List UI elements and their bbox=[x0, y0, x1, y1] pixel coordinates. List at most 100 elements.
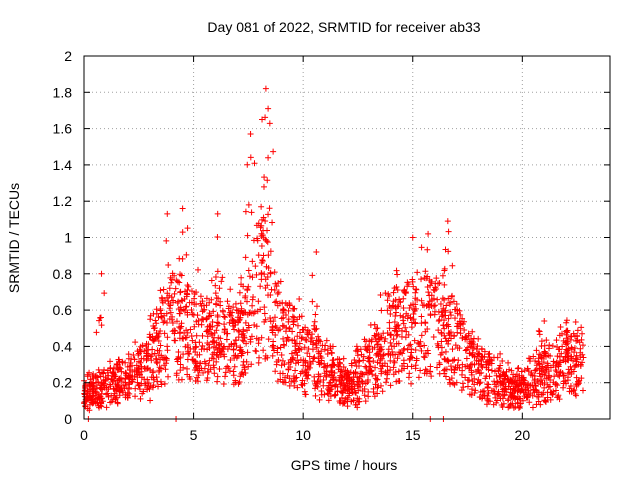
data-point bbox=[318, 357, 325, 364]
data-point bbox=[224, 346, 231, 353]
data-point bbox=[184, 371, 191, 378]
data-point bbox=[425, 230, 432, 237]
data-point bbox=[180, 364, 187, 371]
data-point bbox=[183, 334, 190, 341]
data-point bbox=[290, 318, 297, 325]
data-point bbox=[281, 361, 288, 368]
data-point bbox=[372, 364, 379, 371]
data-point bbox=[351, 356, 358, 363]
data-point bbox=[317, 353, 324, 360]
data-point bbox=[260, 183, 267, 190]
data-point bbox=[272, 332, 279, 339]
data-point bbox=[199, 342, 206, 349]
y-tick-label: 0.2 bbox=[53, 375, 73, 391]
data-point bbox=[166, 316, 173, 323]
data-point bbox=[444, 357, 451, 364]
data-point bbox=[428, 278, 435, 285]
data-point bbox=[118, 368, 125, 375]
data-point bbox=[477, 389, 484, 396]
data-point bbox=[290, 305, 297, 312]
data-point bbox=[280, 306, 287, 313]
data-point bbox=[94, 374, 101, 381]
data-point bbox=[339, 389, 346, 396]
data-point bbox=[311, 354, 318, 361]
data-point bbox=[396, 377, 403, 384]
data-point bbox=[163, 237, 170, 244]
data-point bbox=[361, 386, 368, 393]
data-point bbox=[212, 274, 219, 281]
data-point bbox=[540, 359, 547, 366]
data-point bbox=[312, 385, 319, 392]
data-point bbox=[89, 400, 96, 407]
data-point bbox=[427, 363, 434, 370]
data-point bbox=[237, 344, 244, 351]
data-point bbox=[205, 313, 212, 320]
data-point bbox=[481, 392, 488, 399]
data-point bbox=[481, 348, 488, 355]
data-point bbox=[373, 325, 380, 332]
data-point bbox=[167, 274, 174, 281]
data-point bbox=[183, 251, 190, 258]
data-point bbox=[301, 344, 308, 351]
data-point bbox=[269, 352, 276, 359]
data-point bbox=[244, 286, 251, 293]
data-point bbox=[572, 355, 579, 362]
data-point bbox=[253, 271, 260, 278]
data-point bbox=[173, 356, 180, 363]
data-point bbox=[437, 351, 444, 358]
data-point bbox=[344, 394, 351, 401]
data-point bbox=[150, 310, 157, 317]
data-point bbox=[474, 343, 481, 350]
data-point bbox=[309, 298, 316, 305]
data-point bbox=[463, 346, 470, 353]
data-point bbox=[113, 364, 120, 371]
data-point bbox=[488, 387, 495, 394]
data-point bbox=[463, 355, 470, 362]
data-point bbox=[164, 347, 171, 354]
data-point bbox=[499, 395, 506, 402]
data-point bbox=[226, 367, 233, 374]
data-point bbox=[137, 359, 144, 366]
data-point bbox=[448, 367, 455, 374]
data-point bbox=[360, 357, 367, 364]
data-point bbox=[361, 392, 368, 399]
data-point bbox=[494, 354, 501, 361]
data-point bbox=[340, 364, 347, 371]
data-point bbox=[499, 380, 506, 387]
data-point bbox=[304, 375, 311, 382]
data-point bbox=[157, 306, 164, 313]
data-point bbox=[241, 364, 248, 371]
data-point bbox=[101, 290, 108, 297]
data-point bbox=[96, 314, 103, 321]
data-point bbox=[571, 349, 578, 356]
data-point bbox=[269, 324, 276, 331]
data-point bbox=[525, 368, 532, 375]
data-point bbox=[210, 308, 217, 315]
data-point bbox=[323, 368, 330, 375]
data-point bbox=[406, 342, 413, 349]
data-point bbox=[563, 317, 570, 324]
data-point bbox=[193, 343, 200, 350]
data-point bbox=[273, 283, 280, 290]
data-point bbox=[152, 317, 159, 324]
data-point bbox=[266, 205, 273, 212]
data-point bbox=[394, 355, 401, 362]
data-point bbox=[468, 386, 475, 393]
data-point bbox=[265, 105, 272, 112]
data-point bbox=[410, 283, 417, 290]
data-point bbox=[179, 229, 186, 236]
data-point bbox=[88, 399, 95, 406]
data-point bbox=[537, 373, 544, 380]
y-tick-label: 1.8 bbox=[53, 84, 73, 100]
data-point bbox=[236, 289, 243, 296]
data-point bbox=[147, 397, 154, 404]
data-point bbox=[259, 116, 266, 123]
data-point bbox=[579, 330, 586, 337]
data-point bbox=[406, 356, 413, 363]
data-point bbox=[530, 386, 537, 393]
data-point bbox=[185, 350, 192, 357]
data-point bbox=[557, 358, 564, 365]
data-point bbox=[165, 298, 172, 305]
data-point bbox=[291, 314, 298, 321]
data-point bbox=[328, 367, 335, 374]
